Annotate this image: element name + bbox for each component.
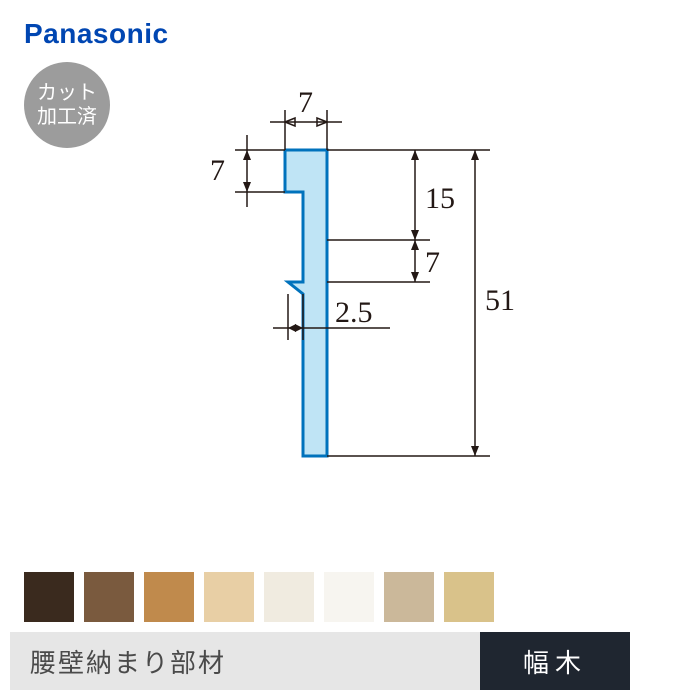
dim-notch-label: 2.5 — [335, 296, 373, 329]
dim-top-width: 7 — [270, 86, 342, 150]
swatch-4[interactable] — [264, 572, 314, 622]
color-swatch-row — [24, 572, 494, 622]
brand-logo: Panasonic — [24, 18, 169, 50]
swatch-3[interactable] — [204, 572, 254, 622]
dim-notch: 2.5 — [273, 294, 390, 340]
badge-line1: カット — [37, 82, 97, 104]
cut-processed-badge: カット 加工済 — [24, 62, 110, 148]
dim-left-height: 7 — [210, 135, 285, 207]
footer-bar: 腰壁納まり部材 幅木 — [10, 632, 690, 690]
swatch-6[interactable] — [384, 572, 434, 622]
badge-text: カット 加工済 — [37, 81, 97, 129]
swatch-2[interactable] — [144, 572, 194, 622]
dim-top-width-label: 7 — [298, 86, 313, 119]
swatch-7[interactable] — [444, 572, 494, 622]
dim-total-height-label: 51 — [485, 284, 515, 317]
dim-right-seg2-label: 7 — [425, 246, 440, 279]
footer-category-label: 腰壁納まり部材 — [10, 632, 480, 690]
footer-product-label: 幅木 — [480, 632, 630, 690]
swatch-1[interactable] — [84, 572, 134, 622]
swatch-5[interactable] — [324, 572, 374, 622]
cross-section-diagram: 7 7 15 7 — [190, 80, 550, 540]
badge-line2: 加工済 — [37, 106, 97, 128]
dim-left-height-label: 7 — [210, 154, 225, 187]
swatch-0[interactable] — [24, 572, 74, 622]
footer-spacer — [630, 632, 690, 690]
profile-fill — [285, 150, 327, 456]
dim-right-seg1-label: 15 — [425, 182, 455, 215]
